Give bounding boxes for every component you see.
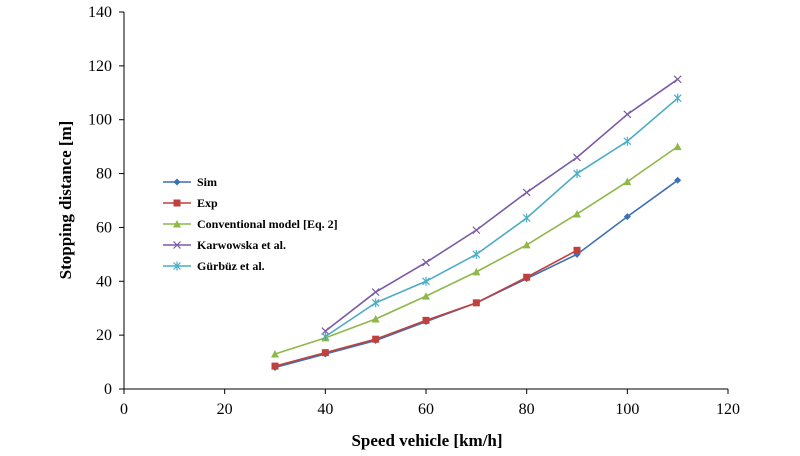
data-point xyxy=(673,93,682,103)
data-point xyxy=(472,226,481,235)
data-point xyxy=(422,258,430,267)
series-line xyxy=(324,97,679,338)
y-tick-label: 60 xyxy=(96,219,112,236)
legend-item: Karwowska et al. xyxy=(163,238,286,252)
data-point xyxy=(472,249,481,259)
series-3 xyxy=(321,75,682,336)
y-tick-label: 20 xyxy=(96,327,112,344)
data-point xyxy=(674,176,682,184)
x-tick-label: 40 xyxy=(317,401,333,418)
legend-item: Sim xyxy=(163,175,217,189)
y-tick-label: 0 xyxy=(104,381,112,398)
series-4 xyxy=(321,93,682,341)
series-1 xyxy=(271,246,581,370)
data-point xyxy=(623,136,632,146)
legend-marker xyxy=(173,178,181,186)
data-point xyxy=(422,316,430,324)
data-point xyxy=(623,177,632,186)
y-tick-label: 140 xyxy=(88,4,112,21)
data-point xyxy=(472,299,480,307)
legend-label: Karwowska et al. xyxy=(197,238,286,252)
y-tick-label: 80 xyxy=(96,166,112,183)
data-point xyxy=(422,276,430,286)
data-point xyxy=(573,246,581,254)
legend: Sim Exp Conventional model [Eq. 2] Karwowsk… xyxy=(163,175,338,273)
y-tick-label: 120 xyxy=(88,58,112,75)
data-point xyxy=(573,169,581,179)
series-line xyxy=(324,78,679,332)
data-point xyxy=(623,213,631,221)
data-point xyxy=(271,362,279,370)
legend-label: Exp xyxy=(197,196,218,210)
x-tick-label: 100 xyxy=(615,401,639,418)
data-point xyxy=(422,292,430,300)
axes xyxy=(119,11,729,394)
x-tick-label: 20 xyxy=(217,401,233,418)
x-axis-title: Speed vehicle [km/h] xyxy=(351,431,502,450)
x-tick-label: 80 xyxy=(519,401,535,418)
data-point xyxy=(371,298,380,308)
legend-item: Conventional model [Eq. 2] xyxy=(163,217,338,231)
data-point xyxy=(271,349,279,358)
legend-marker xyxy=(173,241,181,249)
series-2 xyxy=(271,142,682,358)
data-point xyxy=(372,335,380,343)
tick-labels: 0 20 40 60 80 100 120 140 0 20 40 60 80 100 120 xyxy=(88,4,740,418)
y-tick-label: 40 xyxy=(96,273,112,290)
data-point xyxy=(573,153,581,162)
data-point xyxy=(623,110,632,119)
data-point xyxy=(321,349,329,357)
data-point xyxy=(371,314,380,323)
series-line xyxy=(274,249,578,367)
legend-item: Gürbüz et al. xyxy=(163,259,265,273)
legend-marker xyxy=(173,261,181,271)
data-point xyxy=(371,288,380,296)
data-point xyxy=(673,142,682,151)
legend-marker xyxy=(173,199,181,207)
data-point xyxy=(673,75,682,84)
data-point xyxy=(522,188,531,197)
legend-marker xyxy=(173,220,181,228)
data-point xyxy=(321,331,330,341)
legend-label: Sim xyxy=(197,175,217,189)
data-point xyxy=(522,240,531,249)
y-tick-label: 100 xyxy=(88,112,112,129)
y-axis-title: Stopping distance [m] xyxy=(56,121,75,280)
legend-label: Gürbüz et al. xyxy=(197,259,265,273)
data-point xyxy=(472,267,481,276)
series-group xyxy=(271,75,682,371)
data-point xyxy=(573,209,581,218)
data-point xyxy=(522,213,531,223)
x-tick-label: 60 xyxy=(418,401,434,418)
x-tick-label: 120 xyxy=(716,401,740,418)
legend-item: Exp xyxy=(163,196,218,210)
x-tick-label: 0 xyxy=(120,401,128,418)
data-point xyxy=(523,273,531,281)
legend-label: Conventional model [Eq. 2] xyxy=(197,217,338,231)
